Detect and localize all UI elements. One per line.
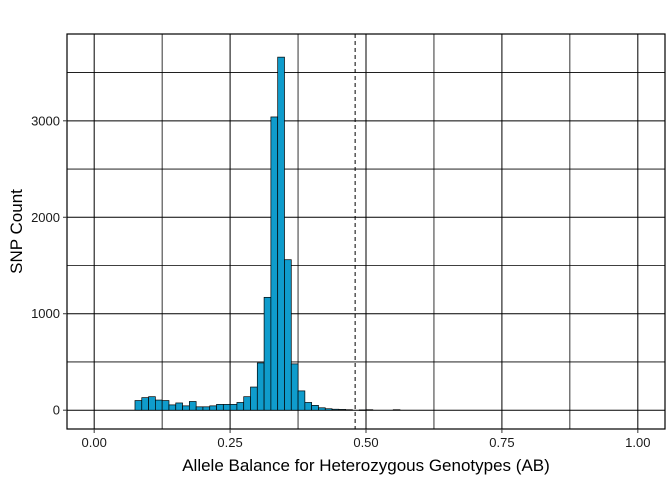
y-tick-label-2: 2000 bbox=[31, 210, 60, 225]
histogram-bar-8 bbox=[188, 401, 197, 411]
histogram-bar-26 bbox=[311, 405, 319, 411]
histogram-bar-21 bbox=[277, 56, 285, 411]
histogram-bar-28 bbox=[324, 408, 333, 411]
histogram-bar-23 bbox=[290, 363, 299, 411]
y-axis-title: SNP Count bbox=[7, 189, 26, 274]
x-axis-title: Allele Balance for Heterozygous Genotype… bbox=[182, 456, 550, 475]
histogram-bar-3 bbox=[155, 399, 163, 411]
histogram-bar-33 bbox=[365, 409, 374, 411]
histogram-bar-10 bbox=[202, 406, 211, 411]
histogram-bar-15 bbox=[236, 402, 245, 411]
histogram-bar-17 bbox=[250, 386, 258, 411]
histogram-bar-19 bbox=[263, 296, 272, 411]
histogram-bar-25 bbox=[304, 402, 313, 411]
y-tick-label-3: 3000 bbox=[31, 113, 60, 128]
histogram-bar-34 bbox=[392, 409, 401, 411]
histogram-bar-27 bbox=[318, 407, 326, 411]
histogram-bar-32 bbox=[358, 409, 367, 411]
histogram-bar-11 bbox=[209, 405, 217, 411]
histogram-bar-14 bbox=[229, 404, 238, 411]
histogram-bar-16 bbox=[243, 396, 251, 411]
histogram-bar-13 bbox=[222, 404, 231, 411]
x-tick-label-1: 0.25 bbox=[217, 435, 242, 450]
histogram-bar-9 bbox=[195, 406, 204, 411]
x-axis-ticks: 0.00 0.25 0.50 0.75 1.00 bbox=[82, 429, 650, 450]
histogram-bar-5 bbox=[168, 404, 177, 411]
histogram-bar-31 bbox=[345, 409, 353, 411]
histogram-bar-2 bbox=[148, 396, 156, 411]
histogram-bar-7 bbox=[182, 405, 190, 411]
histogram-bar-6 bbox=[175, 402, 183, 411]
x-tick-label-2: 0.50 bbox=[353, 435, 378, 450]
y-tick-label-0: 0 bbox=[53, 403, 60, 418]
histogram-bars bbox=[134, 56, 401, 411]
histogram-bar-20 bbox=[270, 116, 279, 411]
histogram-bar-22 bbox=[284, 259, 292, 411]
histogram-bar-18 bbox=[256, 362, 265, 411]
histogram-bar-30 bbox=[338, 409, 346, 411]
y-tick-label-1: 1000 bbox=[31, 306, 60, 321]
histogram-bar-12 bbox=[216, 404, 224, 411]
histogram-bar-24 bbox=[297, 390, 306, 411]
histogram-bar-1 bbox=[141, 397, 149, 411]
histogram-bar-4 bbox=[161, 400, 170, 411]
histogram-bar-0 bbox=[134, 400, 143, 411]
x-tick-label-0: 0.00 bbox=[82, 435, 107, 450]
x-tick-label-3: 0.75 bbox=[489, 435, 514, 450]
histogram-bar-29 bbox=[331, 408, 340, 411]
x-tick-label-4: 1.00 bbox=[625, 435, 650, 450]
y-axis-ticks: 0 1000 2000 3000 bbox=[31, 113, 67, 418]
